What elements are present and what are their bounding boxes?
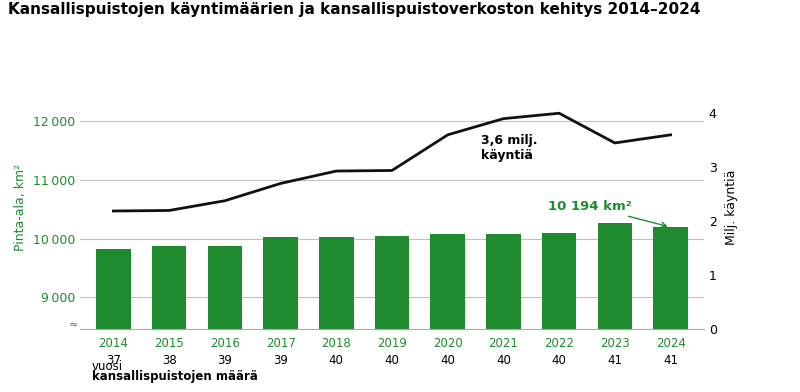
Text: vuosi: vuosi [92,360,123,374]
Text: kansallispuistojen määrä: kansallispuistojen määrä [92,370,258,383]
Bar [263,237,298,329]
Text: 41: 41 [607,354,622,367]
Bar [319,237,354,329]
Text: 41: 41 [663,354,678,367]
Text: 37: 37 [106,354,121,367]
Bar [374,236,410,329]
Bar [542,232,577,329]
Text: 40: 40 [329,354,344,367]
Bar [654,227,688,329]
Bar [207,245,242,329]
Bar [152,246,186,329]
Y-axis label: Milj. käyntiä: Milj. käyntiä [725,170,738,245]
Text: 40: 40 [440,354,455,367]
Text: Kansallispuistojen käyntimäärien ja kansallispuistoverkoston kehitys 2014–2024: Kansallispuistojen käyntimäärien ja kans… [8,2,701,17]
Text: 40: 40 [385,354,399,367]
Bar [598,223,632,329]
Bar [430,234,465,329]
Text: 38: 38 [162,354,177,367]
Text: 10 194 km²: 10 194 km² [548,200,666,227]
Text: 39: 39 [218,354,232,367]
Text: 40: 40 [552,354,566,367]
Y-axis label: Pinta-ala, km²: Pinta-ala, km² [14,164,27,251]
Bar [96,249,130,329]
Bar [486,234,521,329]
Text: 3,6 milj.
käyntiä: 3,6 milj. käyntiä [481,134,538,162]
Text: 40: 40 [496,354,511,367]
Text: ≈: ≈ [69,319,78,330]
Text: 39: 39 [273,354,288,367]
